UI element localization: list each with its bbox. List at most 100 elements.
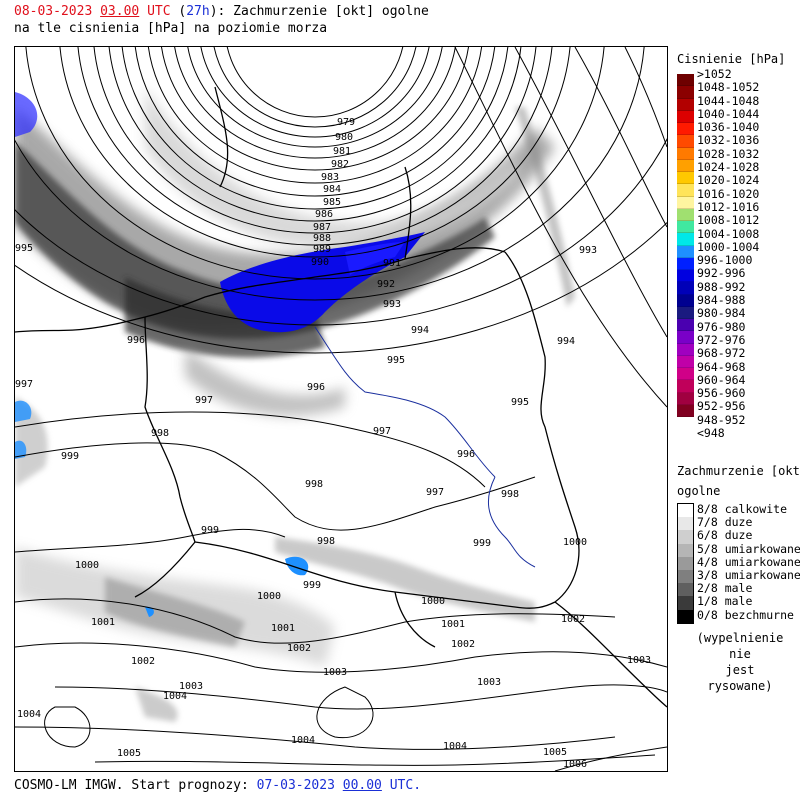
- pressure-swatch-label: 1028-1032: [697, 146, 760, 161]
- isobar-label: 996: [307, 382, 325, 393]
- isobar-label: 999: [61, 451, 79, 462]
- pressure-swatch-label: 980-984: [697, 306, 746, 321]
- isobar-label: 1001: [271, 623, 295, 634]
- cloud-legend-swatches: [677, 503, 694, 624]
- pressure-legend-title: Cisnienie [hPa]: [677, 52, 786, 66]
- pressure-swatch-label: 1004-1008: [697, 226, 760, 241]
- header-line-2: na tle cisnienia [hPa] na poziomie morza: [14, 21, 328, 36]
- cloud-swatch-label: 3/8 umiarkowane: [697, 568, 800, 583]
- pressure-swatch: [677, 392, 694, 405]
- pressure-swatch: [677, 86, 694, 99]
- isobar-label: 998: [151, 428, 169, 439]
- cloud-swatch-label: 0/8 bezchmurne: [697, 607, 794, 622]
- isobar-label: 998: [305, 479, 323, 490]
- isobar-label: 981: [333, 146, 351, 157]
- isobar-label: 1002: [451, 639, 475, 650]
- isobar-label: 998: [501, 489, 519, 500]
- pressure-swatch: [677, 74, 694, 87]
- pressure-swatch-label: >1052: [697, 67, 732, 81]
- isobar-label: 1000: [257, 591, 281, 602]
- cloud-swatch: [678, 543, 693, 557]
- cloud-swatch: [678, 569, 693, 584]
- map-footer: COSMO-LM IMGW. Start prognozy: 07-03-202…: [14, 778, 421, 793]
- isobar-label: 999: [473, 538, 491, 549]
- header-title: : Zachmurzenie [okt] ogolne: [217, 4, 429, 19]
- cloud-swatch-label: 8/8 calkowite: [697, 502, 788, 516]
- isobar-label: 990: [311, 257, 329, 268]
- isobar-label: 1000: [421, 596, 445, 607]
- isobar-label: 1001: [441, 619, 465, 630]
- isobar-label: 1004: [163, 691, 187, 702]
- pressure-swatch: [677, 306, 694, 319]
- pressure-swatch: [677, 343, 694, 356]
- pressure-swatch: [677, 233, 694, 246]
- weather-map: 979 980 981 982 983 984 985 986 987 988 …: [14, 46, 668, 772]
- start-date: 07-03-2023: [256, 778, 335, 793]
- cloud-swatch: [678, 530, 693, 544]
- isobar-label: 1003: [627, 655, 651, 666]
- pressure-fill-layer: [15, 92, 425, 617]
- isobar-label: 1003: [323, 667, 347, 678]
- isobar-label: 992: [377, 279, 395, 290]
- isobar-label: 1000: [75, 560, 99, 571]
- note-line-1: (wypelnienie nie: [696, 631, 784, 661]
- cloud-legend-subtitle: ogolne: [677, 484, 721, 498]
- pressure-legend-labels: >1052 1048-1052 1044-1048 1040-1044 1036-104…: [697, 67, 760, 440]
- cloud-swatch: [678, 583, 693, 597]
- isobar-label: 1000: [563, 537, 587, 548]
- pressure-swatch-label: 1024-1028: [697, 160, 760, 175]
- pressure-swatch: [677, 184, 694, 197]
- isobar-label: 995: [387, 355, 405, 366]
- pressure-swatch: [677, 208, 694, 221]
- cloud-swatch: [678, 504, 693, 518]
- pressure-swatch-label: 1048-1052: [697, 80, 760, 95]
- pressure-swatch-label: 1032-1036: [697, 133, 760, 148]
- pressure-swatch: [677, 110, 694, 123]
- pressure-swatch-label: 972-976: [697, 332, 746, 347]
- pressure-swatch: [677, 123, 694, 136]
- isobar-label: 984: [323, 184, 341, 195]
- pressure-swatch-label: 960-964: [697, 372, 746, 387]
- cloud-swatch: [678, 517, 693, 531]
- header-line-1: 08-03-2023 03.00 UTC (27h): Zachmurzenie…: [14, 4, 429, 19]
- cloud-legend-note: (wypelnienie nie jest rysowane): [692, 630, 788, 694]
- pressure-swatch-label: 1036-1040: [697, 120, 760, 135]
- start-utc: UTC.: [389, 778, 422, 793]
- pressure-swatch: [677, 172, 694, 185]
- pressure-swatch: [677, 245, 694, 258]
- isobar-label: 988: [313, 233, 331, 244]
- pressure-swatch-label: 1012-1016: [697, 199, 760, 214]
- cloud-swatch: [678, 596, 693, 610]
- isobar-label: 995: [15, 243, 33, 254]
- isobar-label: 998: [317, 536, 335, 547]
- isobar-label: 1005: [543, 747, 567, 758]
- pressure-legend-swatches: [677, 74, 694, 417]
- pressure-swatch: [677, 404, 694, 417]
- isobar-label: 1004: [17, 709, 41, 720]
- isobar-label: 1002: [561, 614, 585, 625]
- pressure-swatch-label: 976-980: [697, 319, 746, 334]
- pressure-swatch: [677, 159, 694, 172]
- pressure-swatch-label: 984-988: [697, 293, 746, 308]
- isobar-label: 1006: [563, 759, 587, 770]
- isobar-label: 996: [127, 335, 145, 346]
- isobar-label: 999: [201, 525, 219, 536]
- isobar-label: 1004: [443, 741, 467, 752]
- pressure-swatch-label: 988-992: [697, 279, 746, 294]
- pressure-swatch: [677, 355, 694, 368]
- forecast-date: 08-03-2023: [14, 4, 93, 19]
- isobar-label: 999: [303, 580, 321, 591]
- pressure-swatch: [677, 331, 694, 344]
- lead-time: 27h: [186, 4, 210, 19]
- cloud-swatch-label: 4/8 umiarkowane: [697, 554, 800, 569]
- pressure-swatch-label: 1020-1024: [697, 173, 760, 188]
- isobar-label: 991: [383, 258, 401, 269]
- cloud-swatch-label: 1/8 male: [697, 594, 753, 609]
- pressure-swatch-label: 1008-1012: [697, 213, 760, 228]
- pressure-swatch: [677, 282, 694, 295]
- isobar-label: 997: [15, 379, 33, 390]
- isobar-label: 993: [383, 299, 401, 310]
- pressure-swatch: [677, 196, 694, 209]
- forecast-hour: 03.00: [100, 4, 140, 19]
- footer-prefix: COSMO-LM IMGW. Start prognozy:: [14, 778, 257, 793]
